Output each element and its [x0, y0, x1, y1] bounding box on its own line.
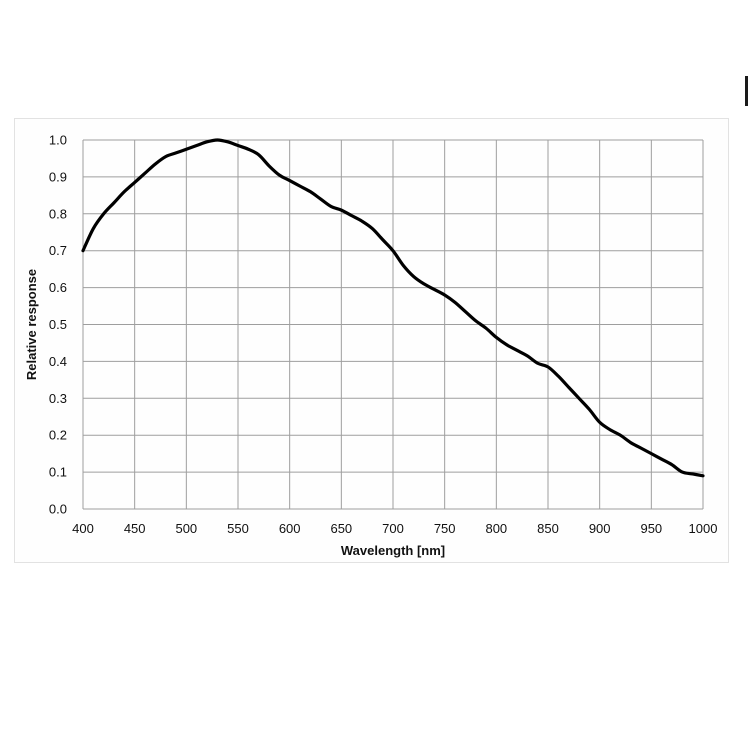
y-tick-label: 0.3	[49, 391, 67, 406]
x-tick-label: 750	[434, 521, 456, 536]
y-tick-label: 0.0	[49, 502, 67, 517]
y-tick-label: 0.8	[49, 206, 67, 221]
line-chart: 400 450 500 550 600 650 700 750 800 850 900 950 1000…	[24, 133, 717, 559]
x-axis-title: Wavelength [nm]	[341, 543, 445, 558]
x-tick-label: 600	[279, 521, 301, 536]
x-tick-label: 400	[72, 521, 94, 536]
y-tick-label: 0.6	[49, 280, 67, 295]
y-axis-title: Relative response	[24, 269, 39, 380]
y-tick-label: 0.9	[49, 169, 67, 184]
x-tick-label: 700	[382, 521, 404, 536]
y-tick-label: 0.2	[49, 428, 67, 443]
x-tick-label: 850	[537, 521, 559, 536]
x-tick-label: 950	[640, 521, 662, 536]
y-tick-label: 0.1	[49, 465, 67, 480]
x-tick-label: 1000	[689, 521, 718, 536]
y-tick-label: 1.0	[49, 133, 67, 148]
x-tick-label: 450	[124, 521, 146, 536]
x-tick-label: 550	[227, 521, 249, 536]
x-tick-labels: 400 450 500 550 600 650 700 750 800 850 900 950 1000	[72, 521, 717, 536]
chart-frame: 400 450 500 550 600 650 700 750 800 850 900 950 1000…	[14, 118, 729, 563]
x-tick-label: 500	[175, 521, 197, 536]
response-curve	[81, 138, 705, 478]
edge-mark	[745, 76, 748, 106]
x-tick-label: 800	[485, 521, 507, 536]
x-tick-label: 900	[589, 521, 611, 536]
y-tick-label: 0.4	[49, 354, 67, 369]
y-tick-label: 0.5	[49, 317, 67, 332]
x-tick-label: 650	[330, 521, 352, 536]
y-tick-label: 0.7	[49, 243, 67, 258]
y-tick-labels: 0.0 0.1 0.2 0.3 0.4 0.5 0.6 0.7 0.8 0.9 1.0	[49, 133, 67, 517]
horizontal-gridlines	[83, 139, 703, 510]
